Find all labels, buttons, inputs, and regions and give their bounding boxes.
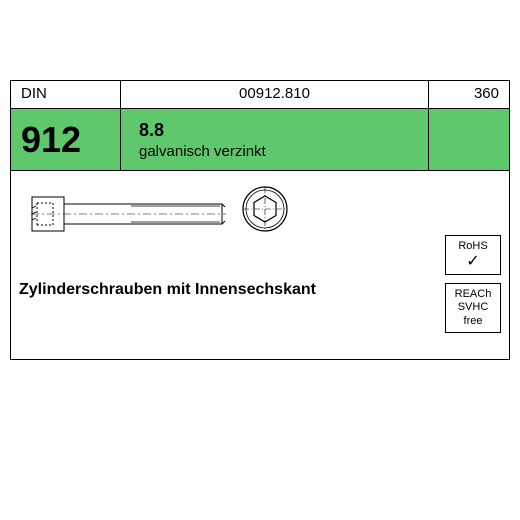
code: 360 xyxy=(429,81,509,108)
screw-side-diagram xyxy=(31,189,226,239)
rohs-badge: RoHS ✓ xyxy=(445,235,501,275)
reach-line2: SVHC xyxy=(458,301,489,314)
rohs-label: RoHS xyxy=(458,240,487,253)
din-number: 912 xyxy=(21,119,81,161)
product-spec-card: DIN 00912.810 360 912 8.8 galvanisch ver… xyxy=(10,80,510,360)
grade: 8.8 xyxy=(139,120,428,141)
product-description: Zylinderschrauben mit Innensechskant xyxy=(19,281,316,299)
reach-badge: REACh SVHC free xyxy=(445,283,501,333)
spec-text-cell: 8.8 galvanisch verzinkt xyxy=(121,109,429,170)
check-icon: ✓ xyxy=(466,254,479,270)
finish: galvanisch verzinkt xyxy=(139,143,428,160)
reach-line3: free xyxy=(464,315,483,328)
hex-socket-diagram xyxy=(241,185,289,233)
din-number-cell: 912 xyxy=(11,109,121,170)
spec-right-cell xyxy=(429,109,509,170)
part-number: 00912.810 xyxy=(121,81,429,108)
standard-label: DIN xyxy=(11,81,121,108)
content-area: Zylinderschrauben mit Innensechskant RoH… xyxy=(11,171,509,359)
header-row: DIN 00912.810 360 xyxy=(11,81,509,109)
reach-line1: REACh xyxy=(455,288,492,301)
spec-row: 912 8.8 galvanisch verzinkt xyxy=(11,109,509,171)
